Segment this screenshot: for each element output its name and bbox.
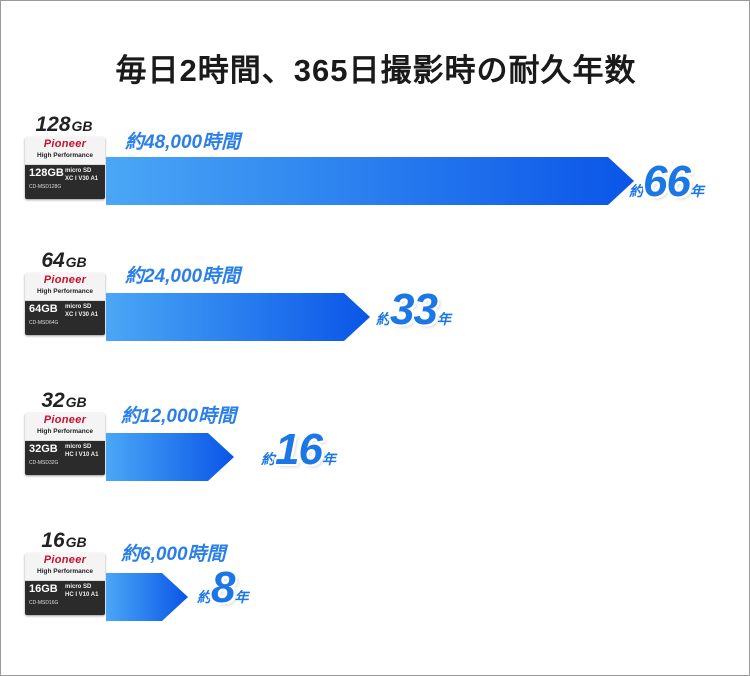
value-unit: 年: [234, 589, 249, 605]
card-label-area: Pioneer High Performance: [25, 273, 105, 301]
value-number: 16: [275, 425, 323, 474]
chart-title: 毎日2時間、365日撮影時の耐久年数: [115, 53, 637, 88]
card-capacity: 128GB: [29, 167, 64, 179]
card-model: CD-MSD16G: [29, 600, 59, 606]
value-unit: 年: [436, 311, 451, 327]
card-model: CD-MSD128G: [29, 184, 62, 190]
approx-prefix: 約: [261, 451, 275, 467]
card-spec-logos: micro SD XC I V30 A1: [65, 168, 99, 182]
brand-subtitle: High Performance: [37, 428, 93, 435]
value-unit: 年: [689, 183, 704, 199]
value-label: 約33年: [376, 285, 451, 335]
value-label: 約8年: [197, 563, 248, 613]
category-unit: GB: [65, 534, 87, 550]
category-unit: GB: [71, 118, 93, 134]
microsd-card-image: Pioneer High Performance 16GB CD-MSD16G …: [25, 553, 105, 615]
hours-label: 約12,000時間: [121, 406, 237, 427]
bar-shape: [106, 157, 634, 205]
card-model: CD-MSD32G: [29, 460, 59, 466]
category-unit: GB: [65, 254, 87, 270]
bar: [106, 433, 234, 481]
category-unit: GB: [65, 394, 87, 410]
category-label: 64GB: [27, 249, 101, 273]
brand-subtitle: High Performance: [37, 288, 93, 295]
category-number: 32: [41, 389, 65, 412]
hours-label: 約24,000時間: [125, 266, 241, 287]
category-label: 16GB: [27, 529, 101, 553]
hours-label: 約48,000時間: [125, 132, 241, 153]
row-32gb: 32GB Pioneer High Performance 32GB CD-MS…: [1, 389, 750, 509]
row-128gb: 128GB Pioneer High Performance 128GB CD-…: [1, 113, 750, 233]
bar: [106, 573, 188, 621]
brand-subtitle: High Performance: [37, 152, 93, 159]
row-16gb: 16GB Pioneer High Performance 16GB CD-MS…: [1, 529, 750, 649]
card-spec-logos: micro SD HC I V10 A1: [65, 444, 99, 458]
card-label-area: Pioneer High Performance: [25, 137, 105, 165]
bar: [106, 157, 634, 205]
bar-shape: [106, 573, 188, 621]
brand-logo: Pioneer: [43, 414, 87, 426]
brand-logo: Pioneer: [43, 138, 87, 150]
value-number: 33: [390, 285, 438, 334]
category-number: 128: [35, 113, 71, 136]
card-spec-logos: micro SD HC I V10 A1: [65, 584, 99, 598]
microsd-card-image: Pioneer High Performance 128GB CD-MSD128…: [25, 137, 105, 199]
approx-prefix: 約: [629, 183, 643, 199]
value-label: 約16年: [261, 425, 336, 475]
hours-label: 約6,000時間: [121, 544, 226, 565]
row-64gb: 64GB Pioneer High Performance 64GB CD-MS…: [1, 249, 750, 369]
approx-prefix: 約: [197, 589, 211, 605]
card-capacity: 64GB: [29, 303, 58, 315]
brand-subtitle: High Performance: [37, 568, 93, 575]
card-capacity: 16GB: [29, 583, 58, 595]
brand-logo: Pioneer: [43, 554, 87, 566]
category-label: 128GB: [27, 113, 101, 137]
bar-shape: [106, 293, 370, 341]
value-number: 8: [211, 563, 236, 612]
category-number: 16: [41, 529, 65, 552]
bar-shape: [106, 433, 234, 481]
category-label: 32GB: [27, 389, 101, 413]
card-model: CD-MSD64G: [29, 320, 59, 326]
card-label-area: Pioneer High Performance: [25, 413, 105, 441]
value-number: 66: [643, 157, 691, 206]
category-number: 64: [41, 249, 65, 272]
card-spec-logos: micro SD XC I V30 A1: [65, 304, 99, 318]
microsd-card-image: Pioneer High Performance 64GB CD-MSD64G …: [25, 273, 105, 335]
bar: [106, 293, 370, 341]
approx-prefix: 約: [376, 311, 390, 327]
value-unit: 年: [321, 451, 336, 467]
card-label-area: Pioneer High Performance: [25, 553, 105, 581]
brand-logo: Pioneer: [43, 274, 87, 286]
value-label: 約66年: [629, 157, 704, 207]
card-capacity: 32GB: [29, 443, 58, 455]
microsd-card-image: Pioneer High Performance 32GB CD-MSD32G …: [25, 413, 105, 475]
